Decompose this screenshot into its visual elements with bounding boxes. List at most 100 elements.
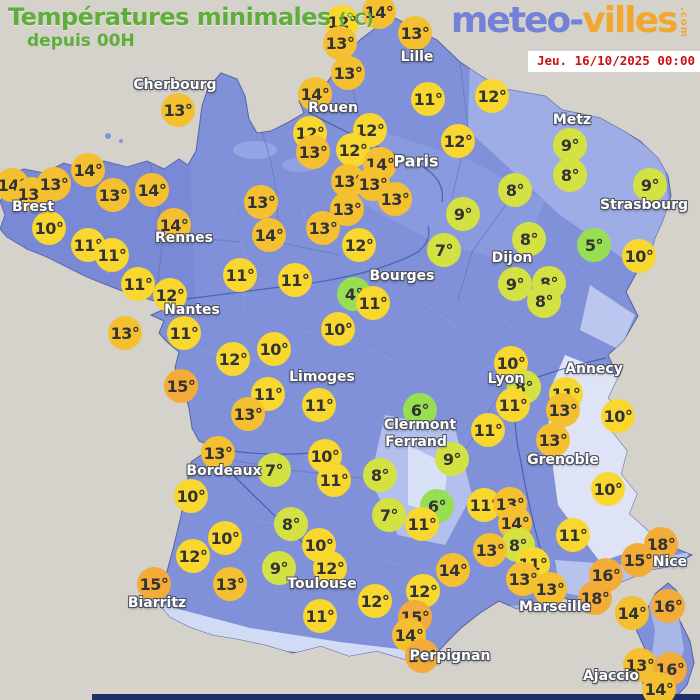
temp-badge: 11° xyxy=(556,518,590,552)
page-title-text: Températures minimales xyxy=(8,3,331,31)
datetime-stamp: Jeu. 16/10/2025 00:00 xyxy=(527,51,700,72)
page-title-unit: (°C) xyxy=(338,10,374,30)
temp-badge: 11° xyxy=(278,263,312,297)
temp-badge: 12° xyxy=(441,124,475,158)
logo-com-suffix: .com xyxy=(678,7,689,39)
temp-badge: 8° xyxy=(363,458,397,492)
temp-badge: 11° xyxy=(223,258,257,292)
temp-badge: 13° xyxy=(201,436,235,470)
city-label: Limoges xyxy=(289,369,355,385)
temp-badge: 12° xyxy=(176,539,210,573)
temp-badge: 13° xyxy=(213,567,247,601)
temp-badge: 14° xyxy=(362,0,396,29)
city-label: Rennes xyxy=(154,230,214,246)
temp-badge: 13° xyxy=(296,135,330,169)
city-label: Perpignan xyxy=(409,648,491,664)
temp-badge: 14° xyxy=(298,77,332,111)
temp-badge: 14° xyxy=(71,153,105,187)
city-label: Biarritz xyxy=(127,595,187,611)
city-label: Bordeaux xyxy=(186,463,262,479)
temp-badge: 9° xyxy=(498,267,532,301)
temp-badge: 10° xyxy=(208,521,242,555)
temp-badge: 13° xyxy=(37,167,71,201)
temp-badge: 13° xyxy=(378,182,412,216)
temp-badge: 13° xyxy=(398,16,432,50)
city-label: Lille xyxy=(400,49,434,65)
temp-badge: 11° xyxy=(302,388,336,422)
temp-badge: 16° xyxy=(405,639,439,673)
city-label: Ajaccio xyxy=(582,668,640,684)
page-title: Températures minimales (°C) xyxy=(8,3,374,31)
city-label: Clermont xyxy=(383,417,457,433)
temp-badge: 9° xyxy=(262,551,296,585)
temp-badge: 8° xyxy=(512,222,546,256)
temp-badge: 13° xyxy=(306,211,340,245)
temp-badge: 13° xyxy=(244,185,278,219)
page-subtitle: depuis 00H xyxy=(27,31,135,51)
temp-badge: 10° xyxy=(32,211,66,245)
temp-badge: 11° xyxy=(317,463,351,497)
temp-badge: 10° xyxy=(591,472,625,506)
map-bottom-border xyxy=(92,694,700,700)
temp-badge: 9° xyxy=(435,442,469,476)
temp-badge: 14° xyxy=(642,672,676,700)
temp-badge: 12° xyxy=(216,342,250,376)
temp-badge: 6° xyxy=(403,393,437,427)
temp-badge: 12° xyxy=(153,278,187,312)
city-label: Nantes xyxy=(164,302,220,318)
temp-badge: 13° xyxy=(161,93,195,127)
temp-badge: 9° xyxy=(446,197,480,231)
logo-part-orange: villes xyxy=(582,0,678,41)
temp-badge: 10° xyxy=(601,399,635,433)
city-label: Metz xyxy=(552,112,592,128)
temp-badge: 10° xyxy=(321,312,355,346)
temp-badge: 13° xyxy=(96,178,130,212)
temp-badge: 5° xyxy=(577,228,611,262)
city-label: Bourges xyxy=(369,268,435,284)
temp-badge: 7° xyxy=(427,233,461,267)
temp-badge: 14° xyxy=(615,596,649,630)
temp-badge: 11° xyxy=(95,238,129,272)
temp-badge: 11° xyxy=(405,507,439,541)
city-label: Grenoble xyxy=(527,452,599,468)
temp-badge: 12° xyxy=(313,551,347,585)
city-label: Nice xyxy=(652,554,688,570)
temp-badge: 13° xyxy=(323,26,357,60)
temp-badge: 14° xyxy=(436,553,470,587)
temp-badge: 12° xyxy=(475,79,509,113)
temp-badge: 12° xyxy=(336,133,370,167)
city-label: Strasbourg xyxy=(600,197,688,213)
temp-badge: 16° xyxy=(651,589,685,623)
city-label: Ferrand xyxy=(385,434,447,450)
temp-badge: 15° xyxy=(621,543,655,577)
city-label: Toulouse xyxy=(287,576,357,592)
temp-badge: 11° xyxy=(471,413,505,447)
temp-badge: 12° xyxy=(358,584,392,618)
temp-badge: 13° xyxy=(533,572,567,606)
temp-badge: 18° xyxy=(578,581,612,615)
temp-badge: 10° xyxy=(257,332,291,366)
temp-badge: 11° xyxy=(251,377,285,411)
temp-badge: 13° xyxy=(231,397,265,431)
temp-badge: 8° xyxy=(553,158,587,192)
temp-badge: 13° xyxy=(546,393,580,427)
temp-badge: 11° xyxy=(496,388,530,422)
temp-badge: 13° xyxy=(330,192,364,226)
temp-badge: 10° xyxy=(622,239,656,273)
meteo-villes-logo[interactable]: meteo-villes .com xyxy=(451,0,689,41)
city-label: Dijon xyxy=(491,250,533,266)
temp-badge: 11° xyxy=(121,267,155,301)
temp-badge: 9° xyxy=(633,168,667,202)
temp-badge: 11° xyxy=(167,316,201,350)
temp-badge: 12° xyxy=(353,113,387,147)
temp-badge: 14° xyxy=(252,218,286,252)
temp-badge: 11° xyxy=(356,286,390,320)
city-label: Lyon xyxy=(487,371,525,387)
temp-badge: 8° xyxy=(274,507,308,541)
temp-badge: 7° xyxy=(257,453,291,487)
temp-badge: 8° xyxy=(527,284,561,318)
temp-badge: 13° xyxy=(473,533,507,567)
temp-badge: 12° xyxy=(342,228,376,262)
temp-badge: 13° xyxy=(536,423,570,457)
